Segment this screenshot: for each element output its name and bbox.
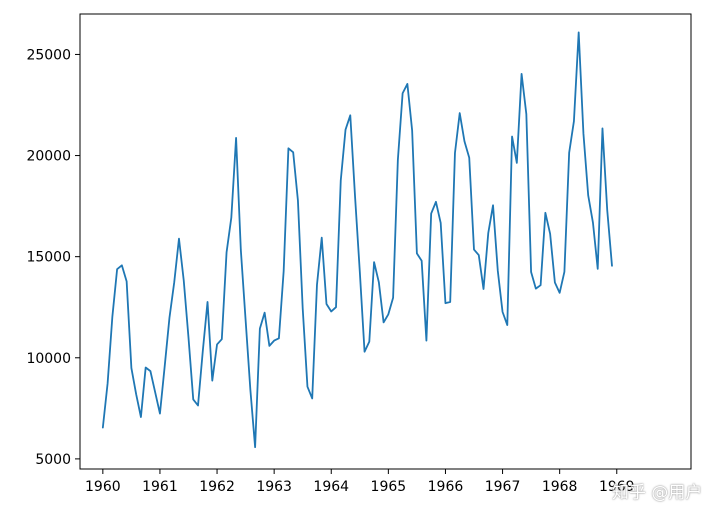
x-tick-label: 1963 (256, 479, 292, 495)
x-tick-label: 1967 (485, 479, 521, 495)
y-tick-label: 5000 (35, 452, 71, 468)
y-axis: 5000 10000 15000 20000 25000 (26, 47, 80, 468)
watermark: 知乎 @用户 (612, 483, 703, 503)
y-tick-label: 10000 (26, 351, 71, 367)
y-tick-label: 15000 (26, 250, 71, 266)
series-line (101, 31, 613, 449)
x-tick-label: 1966 (428, 479, 464, 495)
y-tick-label: 20000 (26, 149, 71, 165)
x-tick-label: 1961 (142, 479, 178, 495)
x-tick-label: 1962 (199, 479, 235, 495)
plot-area (80, 14, 691, 469)
x-tick-label: 1965 (371, 479, 407, 495)
x-tick-label: 1964 (313, 479, 349, 495)
x-tick-label: 1969 (599, 479, 635, 495)
x-tick-label: 1960 (85, 479, 121, 495)
y-tick-label: 25000 (26, 47, 71, 63)
x-axis: 1960 1961 1962 1963 1964 1965 1966 1967 1968 1969 (85, 469, 635, 495)
x-tick-label: 1968 (542, 479, 578, 495)
plot-frame (79, 13, 692, 470)
